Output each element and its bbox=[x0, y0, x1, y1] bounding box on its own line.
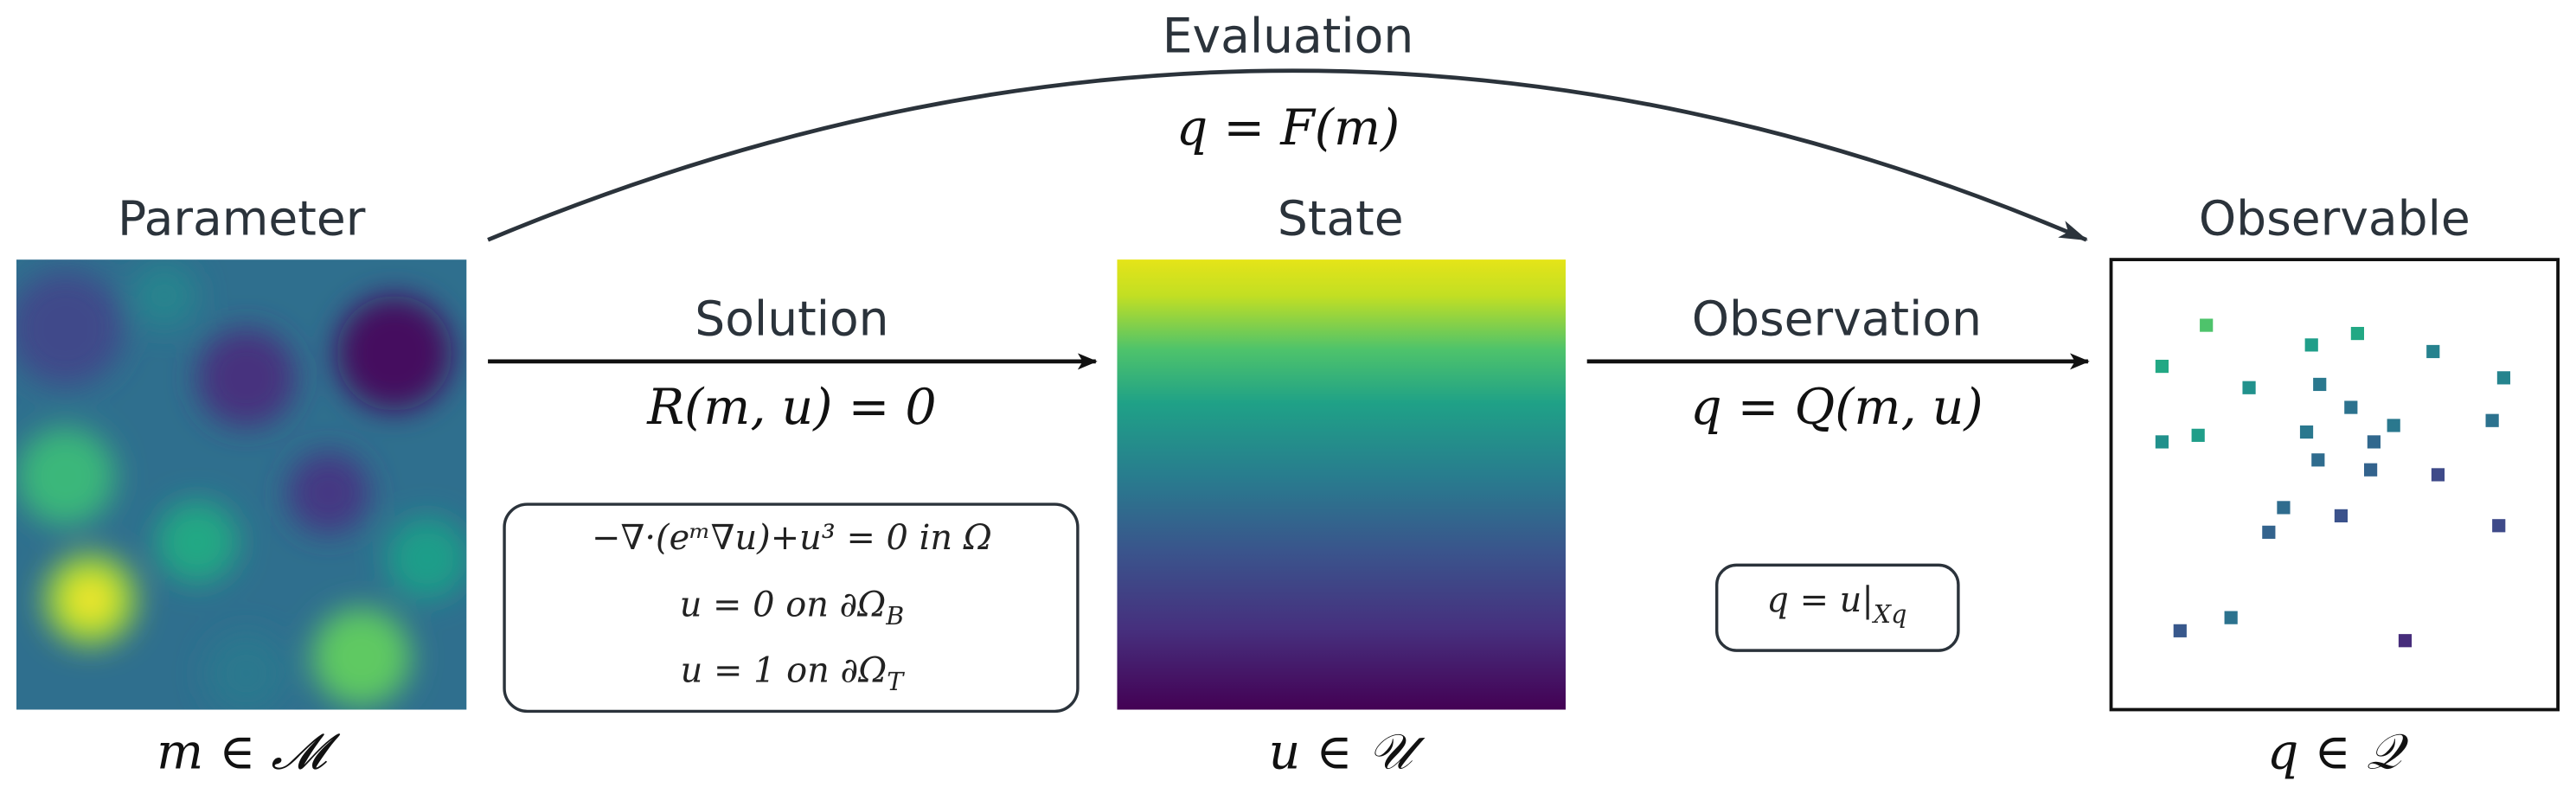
evaluation-arrow bbox=[487, 68, 2088, 242]
observation-box bbox=[1714, 563, 1960, 652]
pde-line: −∇·(eᵐ∇u)+u³ = 0 in Ω bbox=[592, 518, 992, 558]
solution-label: Solution bbox=[695, 291, 888, 346]
observation-definition: q = u|Xq bbox=[1766, 580, 1906, 629]
parameter-space: m ∈ 𝓜 bbox=[157, 724, 340, 781]
parameter-field bbox=[16, 259, 467, 710]
observable-space: q ∈ 𝒬 bbox=[2267, 724, 2409, 781]
observation-label: Observation bbox=[1692, 291, 1982, 346]
parameter-title: Parameter bbox=[118, 191, 366, 246]
text-part: B bbox=[885, 602, 904, 630]
evaluation-label: Evaluation bbox=[1163, 9, 1414, 64]
pde-line: u = 0 on ∂ΩB bbox=[680, 586, 904, 630]
observable-box bbox=[2109, 258, 2560, 712]
pde-box bbox=[503, 502, 1080, 714]
text-part: Xq bbox=[1872, 600, 1907, 629]
observable-title: Observable bbox=[2199, 191, 2470, 246]
evaluation-equation: q = F(m) bbox=[1176, 99, 1400, 157]
state-space: u ∈ 𝒰 bbox=[1269, 724, 1426, 781]
text-part: −∇·(eᵐ∇u)+u³ = 0 in Ω bbox=[592, 518, 992, 558]
text-part: u = 0 on ∂Ω bbox=[680, 586, 887, 625]
text-part: T bbox=[887, 668, 905, 696]
observation-equation: q = Q(m, u) bbox=[1690, 379, 1983, 436]
state-field bbox=[1117, 259, 1566, 710]
pde-line: u = 1 on ∂ΩT bbox=[681, 651, 906, 696]
solution-equation: R(m, u) = 0 bbox=[646, 379, 936, 436]
text-part: q = u| bbox=[1766, 580, 1873, 620]
text-part: u = 1 on ∂Ω bbox=[681, 651, 888, 691]
state-title: State bbox=[1278, 191, 1404, 246]
observation-points bbox=[2155, 318, 2511, 648]
